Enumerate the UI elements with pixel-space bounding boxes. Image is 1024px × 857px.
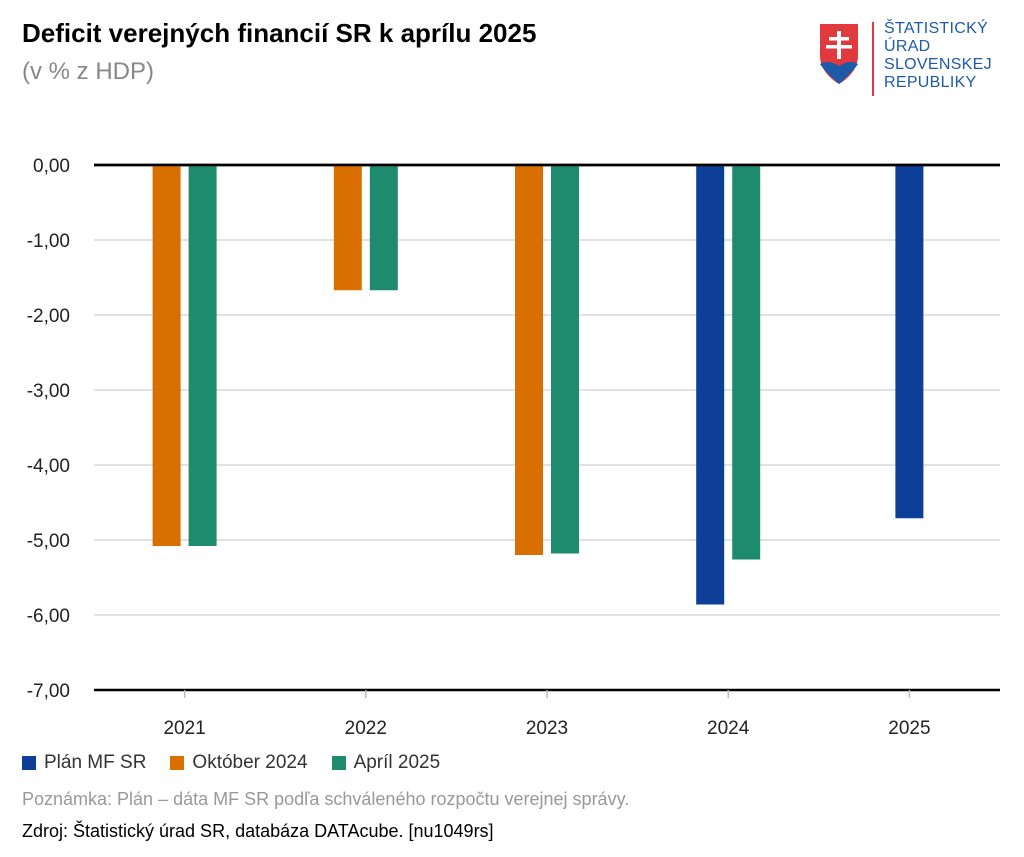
- y-tick-label: -6,00: [27, 606, 70, 627]
- y-tick-label: -7,00: [27, 681, 70, 702]
- chart-subtitle: (v % z HDP): [22, 58, 154, 85]
- bar: [732, 166, 761, 560]
- legend-swatch-plan: [22, 756, 36, 770]
- legend-swatch-oktober: [170, 756, 185, 770]
- legend-label-april: Apríl 2025: [353, 752, 441, 773]
- legend-label-oktober: Október 2024: [192, 752, 308, 773]
- legend-item-oktober: Október 2024: [170, 752, 308, 774]
- logo-line-3: SLOVENSKEJ: [884, 56, 992, 73]
- bar-chart: 0,00 -1,00 -2,00 -3,00 -4,00 -5,00 -6,00 -7,00 2…: [27, 156, 1000, 739]
- bar: [152, 166, 181, 546]
- x-tick-label: 2021: [163, 718, 205, 739]
- y-tick-label: 0,00: [33, 156, 70, 177]
- y-tick-label: -4,00: [27, 456, 70, 477]
- x-tick-label: 2023: [526, 718, 568, 739]
- legend-item-plan: Plán MF SR: [22, 752, 146, 774]
- chart-title: Deficit verejných financií SR k aprílu 2…: [22, 18, 537, 48]
- bar: [369, 166, 398, 291]
- y-tick-label: -2,00: [27, 306, 70, 327]
- logo-line-1: ŠTATISTICKÝ: [884, 20, 989, 37]
- legend-label-plan: Plán MF SR: [44, 752, 147, 773]
- y-tick-label: -3,00: [27, 381, 70, 402]
- bar: [515, 166, 543, 555]
- legend: Plán MF SR Október 2024 Apríl 2025: [22, 752, 440, 774]
- x-tick-label: 2022: [345, 718, 387, 739]
- bar: [333, 166, 362, 291]
- logo-line-4: REPUBLIKY: [884, 74, 977, 91]
- x-tick-label: 2025: [888, 718, 930, 739]
- x-tick-label: 2024: [707, 718, 750, 739]
- legend-item-april: Apríl 2025: [331, 752, 441, 774]
- bar: [188, 166, 217, 546]
- logo-divider: [872, 22, 874, 96]
- slovak-coat-of-arms-icon: [820, 24, 858, 84]
- logo-line-2: ÚRAD: [884, 38, 931, 55]
- logo-text: ŠTATISTICKÝ ÚRAD SLOVENSKEJ REPUBLIKY: [884, 20, 992, 92]
- legend-swatch-april: [331, 756, 346, 770]
- y-tick-label: -5,00: [27, 531, 70, 552]
- footnote: Poznámka: Plán – dáta MF SR podľa schvál…: [22, 789, 630, 809]
- bar: [895, 166, 924, 519]
- bar: [696, 166, 725, 605]
- bar: [551, 166, 579, 554]
- source-note: Zdroj: Štatistický úrad SR, databáza DAT…: [22, 821, 494, 841]
- y-tick-label: -1,00: [27, 231, 70, 252]
